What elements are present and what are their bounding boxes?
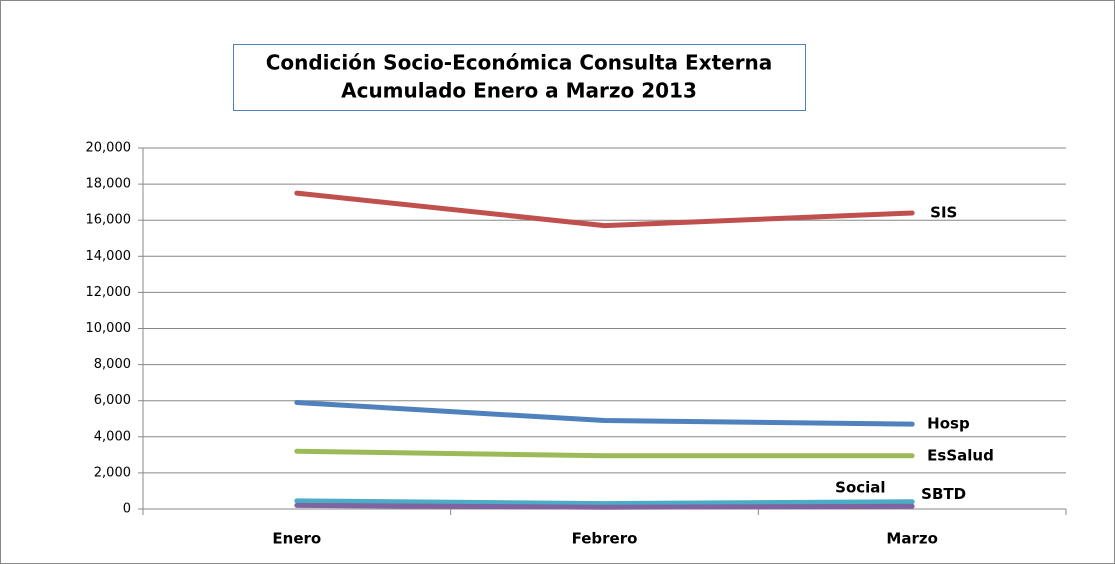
series-line (294, 400, 915, 427)
series-label: SBTD (921, 485, 966, 503)
y-tick-label: 20,000 (86, 141, 132, 156)
y-tick-label: 14,000 (86, 249, 132, 264)
series-line (294, 448, 915, 459)
y-tick-label: 0 (123, 502, 131, 517)
y-tick-label: 6,000 (94, 393, 131, 408)
series-label: EsSalud (927, 446, 994, 464)
chart-title: Acumulado Enero a Marzo 2013 (341, 79, 697, 103)
x-tick-label: Febrero (572, 530, 638, 548)
chart-title: Condición Socio-Económica Consulta Exter… (266, 51, 773, 75)
series-label: Social (835, 478, 885, 496)
x-tick-label: Marzo (886, 530, 937, 548)
y-tick-label: 16,000 (86, 213, 132, 228)
series-line (294, 190, 915, 229)
y-tick-label: 8,000 (94, 357, 131, 372)
series-label: SIS (930, 203, 957, 221)
title-box (233, 44, 806, 111)
series-line (294, 498, 915, 507)
x-tick-label: Enero (272, 530, 321, 548)
y-tick-label: 4,000 (94, 429, 131, 444)
y-tick-label: 10,000 (86, 321, 132, 336)
y-tick-label: 18,000 (86, 177, 132, 192)
y-tick-label: 12,000 (86, 285, 132, 300)
series-label: Hosp (927, 415, 970, 433)
series-line (294, 502, 915, 510)
y-tick-label: 2,000 (94, 465, 131, 480)
